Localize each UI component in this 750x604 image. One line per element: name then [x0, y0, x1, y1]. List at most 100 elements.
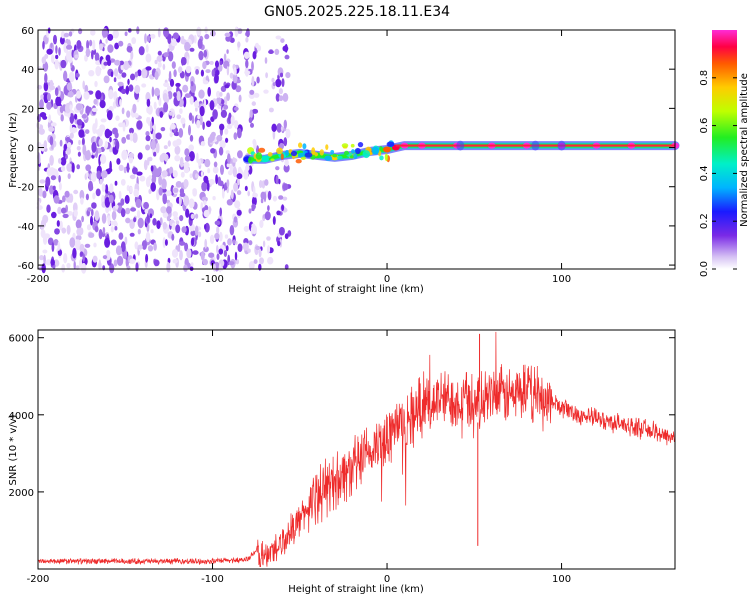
- noise-speckle: [41, 263, 46, 274]
- noise-speckle: [243, 225, 250, 232]
- noise-speckle: [252, 138, 257, 146]
- ridge-blob: [384, 153, 388, 162]
- noise-speckle: [132, 103, 137, 114]
- noise-speckle: [107, 167, 113, 173]
- noise-speckle: [57, 241, 61, 252]
- noise-speckle: [43, 254, 46, 266]
- noise-speckle: [282, 92, 289, 102]
- noise-speckle: [219, 123, 225, 131]
- noise-speckle: [177, 243, 181, 253]
- noise-speckle: [93, 98, 98, 105]
- noise-speckle: [168, 70, 172, 82]
- noise-speckle: [44, 54, 49, 59]
- noise-speckle: [46, 204, 51, 213]
- noise-speckle-layer: [36, 25, 292, 274]
- noise-speckle: [73, 189, 79, 195]
- y-tick-label: 4000: [9, 411, 34, 422]
- noise-speckle: [237, 177, 240, 186]
- noise-speckle: [171, 222, 176, 231]
- noise-speckle: [69, 113, 75, 124]
- noise-speckle: [101, 213, 107, 224]
- noise-speckle: [93, 242, 97, 248]
- noise-speckle: [72, 247, 77, 259]
- noise-speckle: [272, 216, 276, 225]
- noise-speckle: [181, 226, 187, 234]
- noise-speckle: [105, 184, 109, 195]
- noise-speckle: [275, 93, 280, 102]
- noise-speckle: [174, 145, 181, 155]
- noise-speckle: [68, 53, 73, 64]
- noise-speckle: [277, 240, 281, 247]
- ridge-blob: [290, 150, 298, 157]
- noise-speckle: [115, 204, 119, 210]
- noise-speckle: [276, 210, 281, 216]
- noise-speckle: [63, 32, 70, 38]
- noise-speckle: [207, 86, 211, 97]
- noise-speckle: [194, 225, 199, 236]
- noise-speckle: [146, 117, 150, 124]
- noise-speckle: [95, 65, 102, 77]
- noise-speckle: [212, 196, 216, 201]
- noise-speckle: [173, 69, 177, 78]
- noise-speckle: [267, 256, 274, 265]
- ridge-blob: [300, 156, 306, 160]
- noise-speckle: [52, 185, 56, 191]
- noise-speckle: [152, 129, 156, 141]
- noise-speckle: [235, 259, 240, 265]
- noise-speckle: [91, 107, 98, 112]
- noise-speckle: [226, 179, 230, 188]
- noise-speckle: [79, 189, 85, 201]
- noise-speckle: [178, 195, 182, 206]
- noise-speckle: [214, 232, 220, 240]
- noise-speckle: [264, 211, 271, 221]
- noise-speckle: [230, 189, 234, 200]
- noise-speckle: [151, 86, 155, 98]
- colorbar: 0.0 0.2 0.4 0.6 0.8 Normalized spectral ampl…: [699, 30, 750, 277]
- noise-speckle: [275, 166, 280, 171]
- noise-speckle: [247, 190, 250, 197]
- ridge-blob: [276, 147, 283, 155]
- noise-speckle: [150, 229, 154, 234]
- noise-speckle: [210, 148, 216, 154]
- noise-speckle: [39, 255, 44, 261]
- figure-title: GN05.2025.225.18.11.E34: [264, 4, 450, 20]
- noise-speckle: [244, 70, 251, 75]
- noise-speckle: [263, 89, 269, 94]
- noise-speckle: [198, 50, 204, 61]
- noise-speckle: [183, 161, 190, 169]
- noise-speckle: [272, 195, 277, 202]
- noise-speckle: [66, 82, 72, 91]
- noise-speckle: [81, 262, 87, 274]
- noise-speckle: [162, 221, 167, 230]
- noise-speckle: [48, 126, 55, 132]
- noise-speckle: [202, 80, 209, 85]
- noise-speckle: [112, 220, 117, 226]
- noise-speckle: [216, 97, 222, 104]
- noise-speckle: [67, 91, 74, 98]
- noise-speckle: [68, 31, 73, 37]
- noise-speckle: [48, 114, 52, 123]
- noise-speckle: [91, 202, 97, 209]
- noise-speckle: [59, 106, 64, 114]
- noise-speckle: [245, 165, 250, 172]
- noise-speckle: [124, 64, 131, 69]
- noise-speckle: [179, 215, 184, 222]
- ridge-blob: [302, 143, 307, 150]
- noise-speckle: [159, 111, 164, 118]
- noise-speckle: [76, 164, 80, 170]
- noise-speckle: [94, 52, 100, 62]
- noise-speckle: [91, 141, 97, 153]
- noise-speckle: [204, 205, 209, 211]
- noise-speckle: [129, 232, 135, 237]
- noise-speckle: [68, 71, 75, 83]
- noise-speckle: [195, 69, 200, 75]
- noise-speckle: [110, 239, 117, 246]
- snr-xlabel: Height of straight line (km): [288, 584, 424, 595]
- noise-speckle: [154, 87, 160, 97]
- noise-speckle: [146, 98, 151, 107]
- noise-speckle: [188, 112, 193, 121]
- noise-speckle: [120, 208, 126, 218]
- noise-speckle: [117, 81, 124, 87]
- noise-speckle: [185, 65, 192, 74]
- noise-speckle: [216, 226, 220, 235]
